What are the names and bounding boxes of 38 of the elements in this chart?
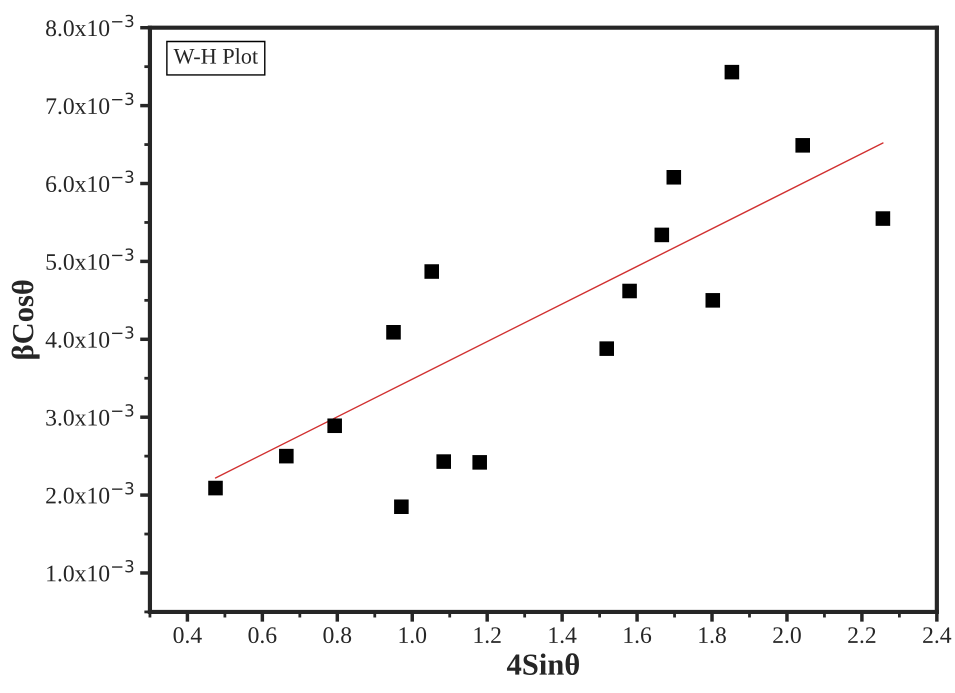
- y-tick-label: 8.0x10$^{−3}$: [46, 14, 134, 36]
- y-tick-label: 3.0x10$^{−3}$: [46, 404, 134, 426]
- x-tick-label: 1.4: [549, 627, 577, 644]
- point: [436, 454, 451, 469]
- x-tick-label: 0.4: [174, 627, 202, 644]
- y-tick-label: 5.0x10$^{−3}$: [46, 248, 134, 270]
- x-tick-label: 2.2: [848, 627, 876, 644]
- point: [876, 211, 890, 226]
- x-tick-label: 0.8: [323, 627, 352, 644]
- point: [705, 293, 720, 308]
- x-tick-label: 1.0: [400, 627, 426, 644]
- x-tick-label: 2.0: [773, 627, 801, 644]
- y-tick-label: 6.0x10$^{−3}$: [46, 170, 134, 192]
- x-tick-label: 1.8: [699, 627, 726, 644]
- point: [208, 480, 223, 496]
- point: [724, 64, 740, 80]
- y-axis-title: βCosθ: [12, 280, 40, 359]
- point: [386, 325, 401, 340]
- x-axis-title: 4Sinθ: [506, 653, 579, 675]
- x-tick-label: 1.2: [474, 627, 501, 644]
- x-tick-label: 2.4: [923, 627, 952, 644]
- point: [279, 448, 294, 464]
- point: [472, 455, 487, 470]
- point: [622, 284, 637, 298]
- point: [795, 138, 810, 153]
- x-tick-label: 0.6: [248, 627, 276, 644]
- x-tick-label: 1.6: [624, 627, 652, 644]
- y-tick-label: 4.0x10$^{−3}$: [46, 326, 134, 348]
- point: [327, 418, 342, 434]
- y-tick-label: 2.0x10$^{−3}$: [46, 482, 134, 504]
- y-tick-label: 7.0x10$^{−3}$: [46, 92, 134, 114]
- point: [599, 341, 614, 356]
- annotation: W-H Plot: [174, 48, 258, 64]
- point: [654, 228, 670, 242]
- point: [424, 264, 440, 279]
- y-tick-label: 1.0x10$^{−3}$: [47, 560, 134, 582]
- point: [666, 170, 682, 185]
- point: [394, 499, 409, 514]
